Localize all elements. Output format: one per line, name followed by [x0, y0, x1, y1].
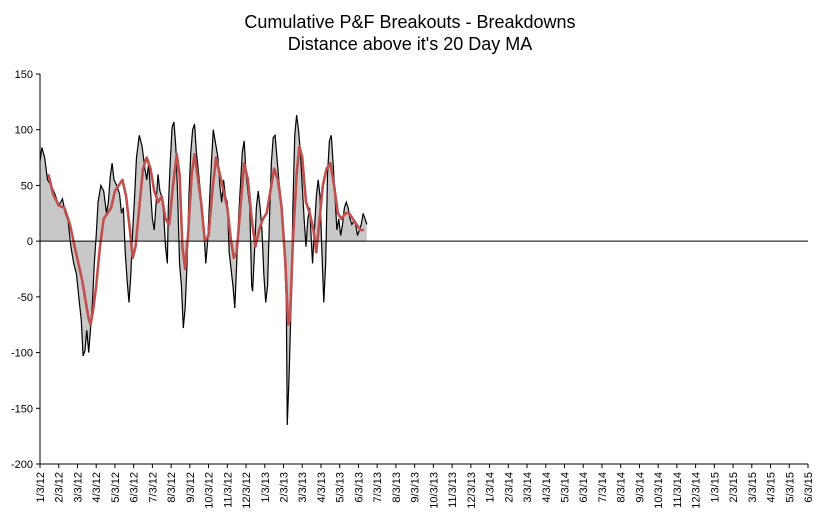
x-tick-label: 8/3/14 [616, 472, 628, 503]
x-tick-label: 4/3/13 [316, 472, 328, 503]
x-tick-label: 10/3/14 [653, 472, 665, 509]
x-tick-label: 5/3/12 [110, 472, 122, 503]
x-tick-label: 4/3/15 [766, 472, 778, 503]
y-tick-label: 0 [27, 236, 33, 248]
x-tick-label: 9/3/13 [410, 472, 422, 503]
y-tick-label: 50 [21, 180, 33, 192]
x-tick-label: 2/3/12 [54, 472, 66, 503]
x-tick-label: 3/3/15 [747, 472, 759, 503]
x-tick-label: 11/3/14 [672, 472, 684, 508]
x-tick-label: 7/3/12 [147, 472, 159, 503]
x-tick-label: 12/3/12 [241, 472, 253, 509]
y-tick-label: -150 [11, 403, 33, 415]
y-tick-label: -50 [17, 292, 33, 304]
x-tick-label: 6/3/15 [803, 472, 815, 503]
x-tick-label: 6/3/12 [129, 472, 141, 503]
x-tick-label: 12/3/13 [466, 472, 478, 509]
x-tick-label: 1/3/15 [709, 472, 721, 503]
x-tick-label: 9/3/12 [185, 472, 197, 503]
x-tick-label: 5/3/14 [559, 472, 571, 503]
x-tick-label: 1/3/13 [260, 472, 272, 503]
x-tick-label: 10/3/12 [204, 472, 216, 509]
x-tick-label: 12/3/14 [691, 472, 703, 509]
x-tick-label: 8/3/13 [391, 472, 403, 503]
series-line-moving-average [47, 145, 365, 327]
x-tick-label: 11/3/13 [447, 472, 459, 508]
x-tick-label: 4/3/14 [541, 472, 553, 503]
x-tick-label: 2/3/13 [279, 472, 291, 503]
x-tick-label: 1/3/14 [485, 472, 497, 503]
x-tick-label: 4/3/12 [91, 472, 103, 503]
x-tick-label: 6/3/14 [578, 472, 590, 503]
series-area-fill [40, 115, 367, 425]
x-tick-label: 7/3/14 [597, 472, 609, 503]
x-tick-label: 3/3/12 [72, 472, 84, 503]
y-tick-label: -200 [11, 459, 33, 471]
x-tick-label: 5/3/15 [784, 472, 796, 503]
y-tick-label: 150 [15, 69, 33, 81]
y-tick-label: 100 [15, 125, 33, 137]
x-tick-label: 6/3/13 [353, 472, 365, 503]
x-tick-label: 7/3/13 [372, 472, 384, 503]
x-tick-label: 3/3/13 [297, 472, 309, 503]
y-tick-label: -100 [11, 348, 33, 360]
chart-subtitle: Distance above it's 20 Day MA [287, 34, 533, 54]
x-tick-label: 2/3/15 [728, 472, 740, 503]
chart-title: Cumulative P&F Breakouts - Breakdowns [244, 12, 576, 32]
x-tick-label: 10/3/13 [428, 472, 440, 509]
series-line-cumulative [39, 115, 368, 426]
x-tick-label: 11/3/12 [222, 472, 234, 508]
x-tick-label: 1/3/12 [35, 472, 47, 503]
x-tick-label: 3/3/14 [522, 472, 534, 503]
x-tick-label: 8/3/12 [166, 472, 178, 503]
x-tick-label: 2/3/14 [503, 472, 515, 503]
x-tick-label: 5/3/13 [335, 472, 347, 503]
x-tick-label: 9/3/14 [634, 472, 646, 503]
